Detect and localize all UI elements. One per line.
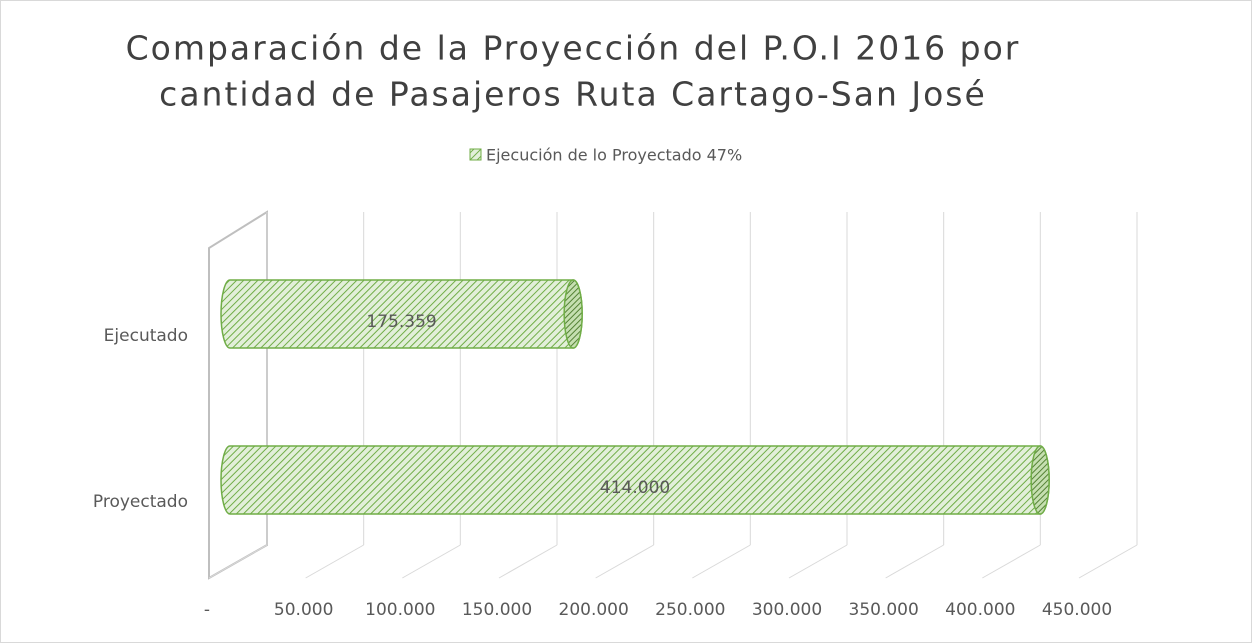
bar-end: [1030, 445, 1050, 515]
floor-line: [1078, 544, 1138, 579]
chart-title: Comparación de la Proyección del P.O.I 2…: [126, 29, 1021, 68]
chart-title: cantidad de Pasajeros Ruta Cartago-San J…: [159, 75, 987, 114]
x-tick-label: 350.000: [849, 600, 919, 620]
floor-line: [498, 544, 558, 579]
floor-line: [692, 544, 751, 579]
floor-line: [208, 544, 268, 579]
bar-end: [563, 279, 583, 349]
data-label: 414.000: [600, 478, 670, 498]
x-tick-label: 400.000: [945, 600, 1015, 620]
legend-swatch: [469, 148, 482, 161]
x-tick-label: 300.000: [752, 600, 822, 620]
legend-label: Ejecución de lo Proyectado 47%: [486, 146, 742, 165]
x-tick-label: -: [204, 600, 210, 620]
floor-line: [595, 544, 654, 579]
x-tick-label: 250.000: [655, 600, 725, 620]
legend: Ejecución de lo Proyectado 47%: [469, 146, 742, 165]
floor-line: [402, 544, 461, 579]
floor-line: [305, 544, 364, 579]
floor-line: [788, 544, 848, 579]
x-tick-label: 200.000: [559, 600, 629, 620]
x-tick-label: 50.000: [274, 600, 333, 620]
x-tick-label: 450.000: [1042, 600, 1112, 620]
x-tick-label: 100.000: [365, 600, 435, 620]
x-tick-label: 150.000: [462, 600, 532, 620]
floor-line: [885, 544, 944, 579]
y-tick-label: Proyectado: [93, 492, 188, 512]
bar: [220, 445, 1050, 515]
bar: [220, 279, 583, 349]
data-label: 175.359: [366, 312, 436, 332]
y-tick-label: Ejecutado: [104, 326, 188, 346]
floor-line: [982, 544, 1041, 579]
